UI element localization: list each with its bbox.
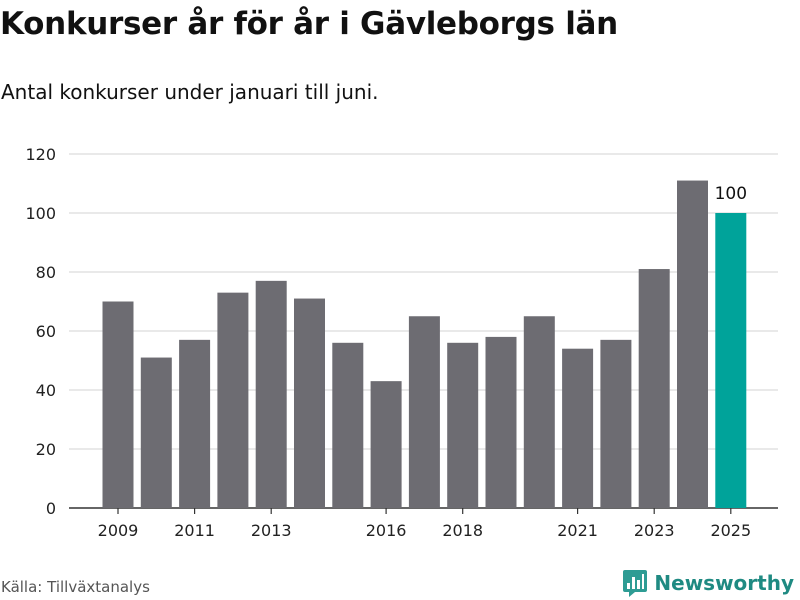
x-tick-label: 2023 — [634, 521, 675, 540]
x-tick-label: 2025 — [710, 521, 751, 540]
y-tick-label: 80 — [36, 263, 56, 282]
bar-2020 — [523, 316, 555, 508]
x-tick-label: 2013 — [251, 521, 292, 540]
bar-2011 — [179, 339, 211, 508]
x-tick-label: 2011 — [174, 521, 215, 540]
data-labels: 100 — [715, 184, 747, 204]
bar-2013 — [255, 280, 287, 508]
chart-subtitle: Antal konkurser under januari till juni. — [1, 80, 379, 104]
data-label: 100 — [715, 184, 747, 204]
bar-2021 — [562, 348, 594, 508]
source-note: Källa: Tillväxtanalys — [1, 578, 150, 596]
bar-2014 — [294, 298, 325, 508]
x-tick-label: 2009 — [98, 521, 139, 540]
bar-chart: 0 20 40 60 80 100 120 2009 2011 2013 2016 2018 2021… — [25, 145, 778, 540]
x-tick-label: 2021 — [557, 521, 598, 540]
brand-name: Newsworthy — [654, 571, 794, 595]
bar-2009 — [102, 301, 134, 508]
bar-2016 — [370, 381, 402, 508]
newsworthy-logo-icon — [623, 570, 648, 597]
bar-2017 — [408, 316, 440, 508]
y-tick-label: 120 — [25, 145, 56, 164]
bar-2023 — [638, 269, 670, 508]
y-axis-ticks: 0 20 40 60 80 100 120 — [25, 145, 56, 518]
x-tick-label: 2016 — [366, 521, 407, 540]
bars — [102, 180, 747, 509]
bar-2022 — [600, 339, 632, 508]
y-tick-label: 60 — [36, 322, 56, 341]
bar-2010 — [140, 357, 172, 508]
brand-logo[interactable]: Newsworthy — [622, 568, 794, 598]
bar-2012 — [217, 292, 249, 508]
bar-2018 — [447, 342, 479, 508]
bar-2025 — [715, 213, 747, 508]
x-axis-ticks: 2009 2011 2013 2016 2018 2021 2023 2025 — [98, 508, 751, 540]
x-tick-label: 2018 — [442, 521, 483, 540]
y-tick-label: 40 — [36, 381, 56, 400]
chart-title: Konkurser år för år i Gävleborgs län — [0, 6, 618, 42]
y-tick-label: 0 — [46, 499, 56, 518]
y-tick-label: 100 — [25, 204, 56, 223]
bar-2015 — [332, 342, 364, 508]
bar-2019 — [485, 336, 517, 508]
bar-2024 — [677, 180, 708, 509]
y-tick-label: 20 — [36, 440, 56, 459]
